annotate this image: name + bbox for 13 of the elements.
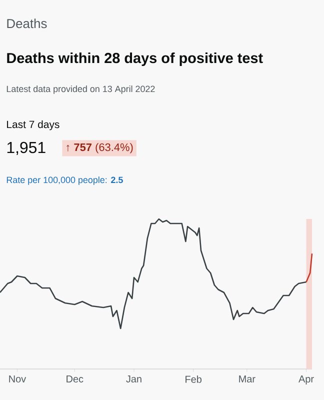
text: Rate per 100,000 people: 2.5 bbox=[6, 176, 123, 185]
x-tick-label: Apr bbox=[298, 376, 314, 384]
x-tick-label: Feb bbox=[186, 376, 202, 383]
chart-subtitle: Latest data provided on 13 April 2022 bbox=[6, 86, 155, 94]
x-tick-label: Mar bbox=[239, 376, 256, 382]
text: 1,951 bbox=[7, 142, 46, 156]
text: Deaths bbox=[7, 18, 47, 28]
x-tick-label: Dec bbox=[66, 376, 84, 382]
text: ↑ 757 (63.4%) bbox=[66, 143, 133, 154]
chart-title: Deaths within 28 days of positive test bbox=[7, 52, 263, 66]
text: Last 7 days bbox=[7, 120, 60, 130]
x-tick-label: Nov bbox=[9, 376, 26, 382]
x-tick-label: Jan bbox=[126, 376, 142, 382]
